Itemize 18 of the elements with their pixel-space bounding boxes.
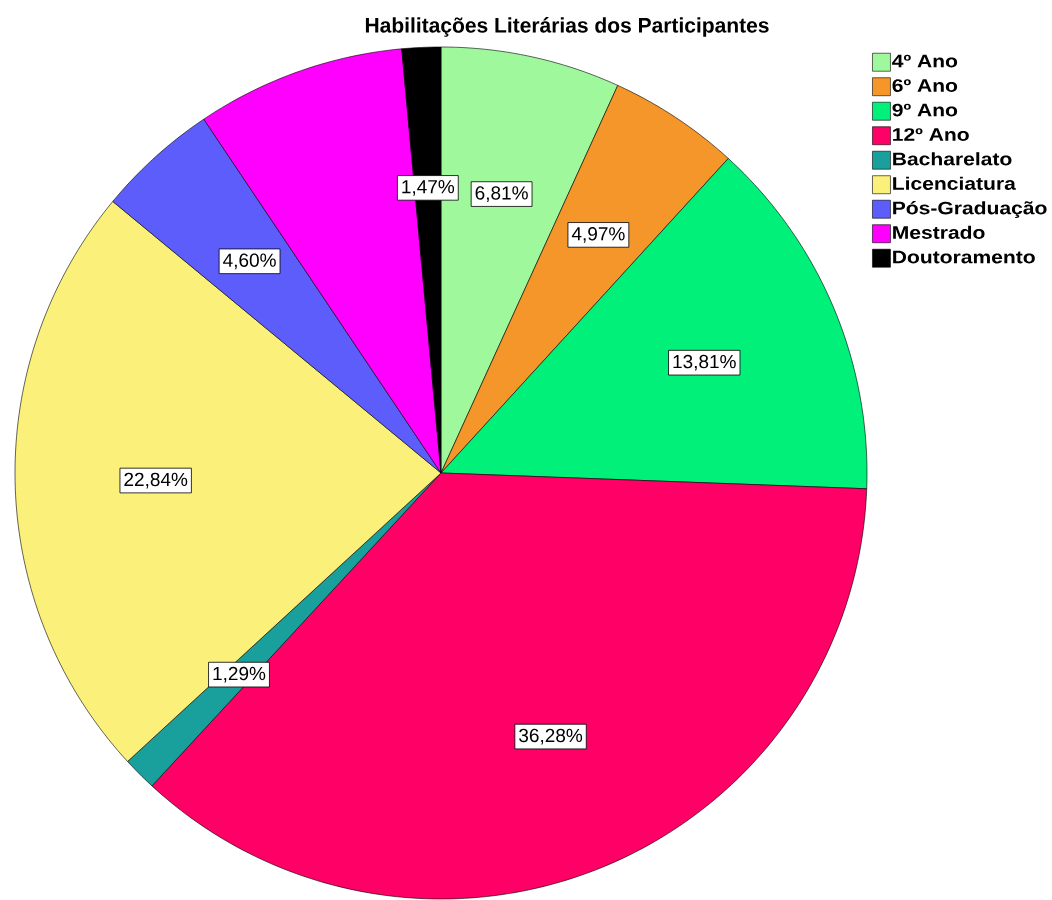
data-label: 13,81% xyxy=(673,354,736,371)
data-label: 22,84% xyxy=(124,472,188,489)
data-label: 1,47% xyxy=(402,180,455,196)
legend-label: Mestrado xyxy=(893,225,985,239)
data-label: 36,28% xyxy=(519,728,583,745)
data-label: 1,29% xyxy=(213,666,266,683)
data-label: 4,60% xyxy=(223,253,276,270)
legend-label: Pós-Graduação xyxy=(893,201,1047,218)
legend-label: 12º Ano xyxy=(893,128,969,141)
chart-title: Habilitações Literárias dos Participantes xyxy=(365,17,769,37)
data-label: 4,97% xyxy=(571,227,625,243)
legend-label: 6º Ano xyxy=(892,79,958,92)
legend-label: Licenciatura xyxy=(893,176,1016,190)
legend-label: 4º Ano xyxy=(892,54,958,68)
legend-label: Doutoramento xyxy=(893,250,1035,264)
legend-label: Bacharelato xyxy=(893,152,1012,166)
legend-label: 9º Ano xyxy=(892,103,958,117)
data-label: 6,81% xyxy=(475,186,528,202)
